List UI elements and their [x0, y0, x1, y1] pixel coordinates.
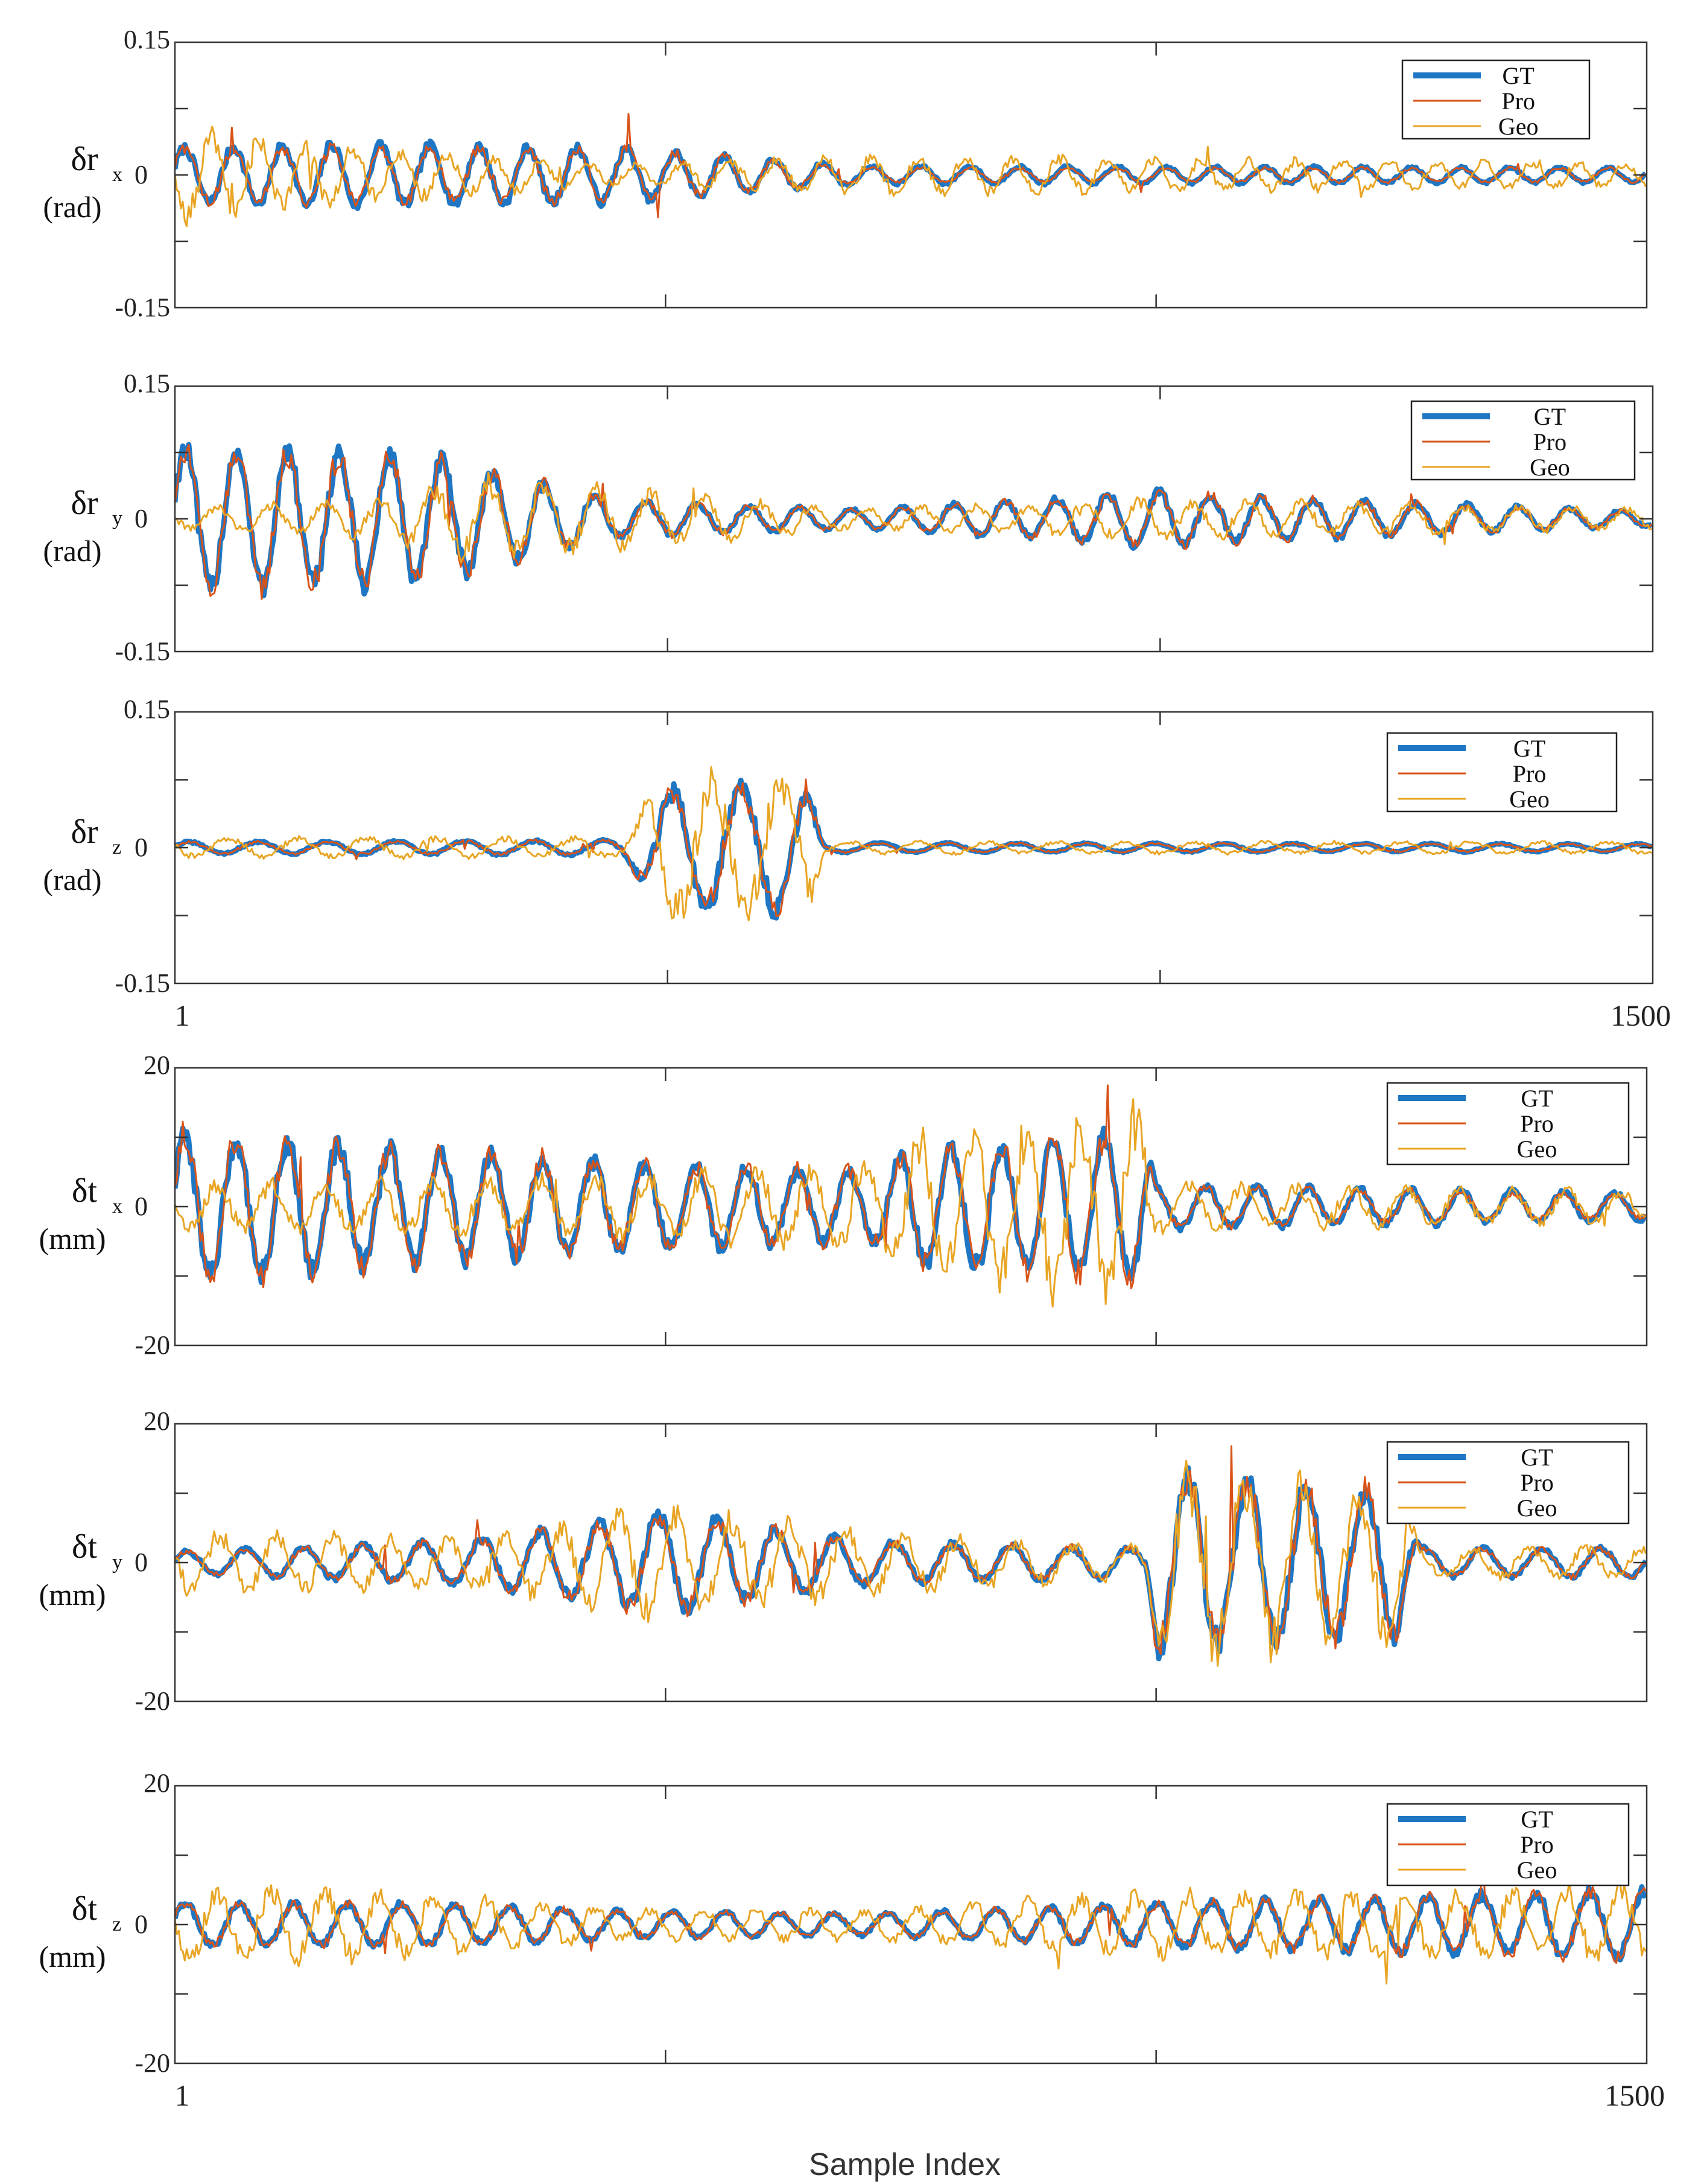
y-axis-label-subscript: y [112, 507, 122, 530]
legend-entry-gt: GT [1521, 1444, 1553, 1471]
legend-entry-gt: GT [1521, 1085, 1553, 1112]
legend-entry-geo: Geo [1509, 786, 1550, 813]
legend-entry-pro: Pro [1513, 760, 1547, 787]
y-tick-label: -20 [135, 2048, 170, 2078]
y-tick-label: 20 [144, 1050, 170, 1080]
x-axis-label: Sample Index [809, 2147, 1001, 2182]
y-axis-label-subscript: z [112, 1913, 121, 1935]
series-pro-line [175, 1084, 1647, 1289]
y-tick-label: 0 [135, 504, 148, 533]
y-tick-label: 0.15 [124, 25, 170, 54]
x-tick-label: 1500 [1611, 998, 1671, 1032]
y-axis-unit: (mm) [39, 1940, 106, 1973]
legend-entry-pro: Pro [1520, 1469, 1554, 1496]
y-axis-label-subscript: y [112, 1551, 122, 1573]
y-axis-label: δt [72, 1528, 97, 1566]
y-tick-label: 20 [144, 1406, 170, 1436]
y-tick-label: -0.15 [115, 968, 170, 998]
series-geo-line [175, 1880, 1647, 1985]
series-geo-line [175, 1459, 1647, 1667]
y-axis-label: δt [72, 1890, 97, 1928]
legend-entry-geo: Geo [1498, 113, 1539, 140]
y-tick-label: 0 [135, 833, 148, 862]
y-axis-label-subscript: z [112, 836, 121, 859]
y-tick-label: 0 [135, 1548, 148, 1577]
series-pro-line [175, 113, 1646, 218]
y-axis-unit: (rad) [43, 534, 101, 568]
series-pro-line [175, 444, 1653, 600]
y-axis-unit: (mm) [39, 1222, 106, 1255]
legend-entry-gt: GT [1503, 62, 1535, 89]
y-tick-label: -0.15 [115, 636, 170, 666]
y-tick-label: 20 [144, 1768, 170, 1798]
series-geo-line [175, 766, 1652, 921]
legend-entry-geo: Geo [1530, 454, 1570, 481]
series-geo-line [175, 125, 1647, 227]
y-tick-label: 0.15 [124, 694, 170, 724]
y-axis-unit: (rad) [43, 190, 101, 224]
legend-entry-gt: GT [1513, 735, 1545, 762]
x-tick-label: 1 [175, 2078, 190, 2112]
series-gt-line [175, 1884, 1647, 1963]
series-geo-line [175, 471, 1652, 563]
y-tick-label: -20 [135, 1686, 170, 1716]
y-axis-unit: (mm) [39, 1578, 106, 1611]
legend-entry-geo: Geo [1517, 1135, 1557, 1163]
legend-entry-geo: Geo [1517, 1494, 1557, 1522]
y-axis-label: δr [71, 484, 98, 522]
y-tick-label: -20 [135, 1330, 170, 1360]
y-axis-unit: (rad) [43, 863, 101, 897]
y-axis-label-subscript: x [112, 163, 122, 186]
series-pro-line [175, 1855, 1647, 1964]
y-axis-label: δr [71, 813, 98, 851]
legend-entry-pro: Pro [1533, 428, 1567, 456]
legend-entry-pro: Pro [1520, 1831, 1554, 1858]
y-tick-label: 0 [135, 1192, 148, 1221]
y-tick-label: 0 [135, 1909, 148, 1939]
x-tick-label: 1 [175, 998, 190, 1032]
y-axis-label-subscript: x [112, 1195, 122, 1217]
series-geo-line [175, 1098, 1646, 1308]
legend-entry-geo: Geo [1517, 1856, 1557, 1884]
legend-entry-pro: Pro [1520, 1110, 1554, 1137]
y-tick-label: 0 [135, 160, 148, 189]
y-axis-label: δr [71, 141, 98, 178]
y-tick-label: -0.15 [115, 293, 170, 322]
series-pro-line [175, 778, 1652, 918]
x-tick-label: 1500 [1604, 2078, 1665, 2112]
series-pro-line [175, 1445, 1647, 1655]
legend-entry-gt: GT [1534, 403, 1566, 430]
legend-entry-gt: GT [1521, 1806, 1553, 1833]
legend-entry-pro: Pro [1501, 87, 1535, 115]
y-tick-label: 0.15 [124, 369, 170, 398]
y-axis-label: δt [72, 1172, 97, 1210]
